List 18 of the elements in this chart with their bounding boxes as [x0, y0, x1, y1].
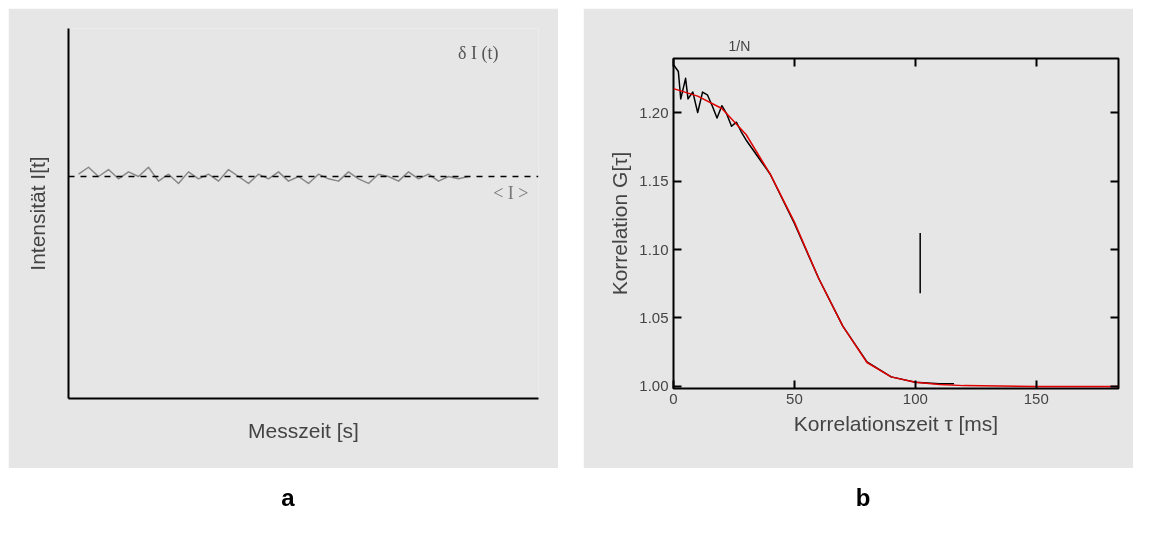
text: 1/N: [728, 37, 751, 54]
x-tick-label: 100: [902, 389, 928, 407]
text: b: [855, 483, 871, 513]
y-tick-label: 1.00: [639, 377, 669, 395]
x-tick-label: 150: [1023, 389, 1049, 407]
y-tick-label: 1.10: [639, 240, 669, 258]
y-tick-label: 1.20: [639, 103, 669, 121]
y-axis-title: Intensität I[t]: [25, 156, 49, 271]
text: a: [281, 483, 295, 513]
ref-line-label: < I >: [493, 182, 529, 203]
y-tick-label: 1.05: [639, 308, 669, 326]
x-tick-label: 0: [669, 389, 678, 407]
x-axis-title: Messzeit [s]: [248, 418, 359, 442]
x-tick-label: 50: [786, 389, 803, 407]
y-tick-label: 1.15: [639, 172, 669, 190]
y-axis-title: Korrelation G[τ]: [608, 151, 632, 296]
x-axis-title: Korrelationszeit τ [ms]: [793, 411, 999, 435]
text: δ I (t): [458, 43, 499, 65]
